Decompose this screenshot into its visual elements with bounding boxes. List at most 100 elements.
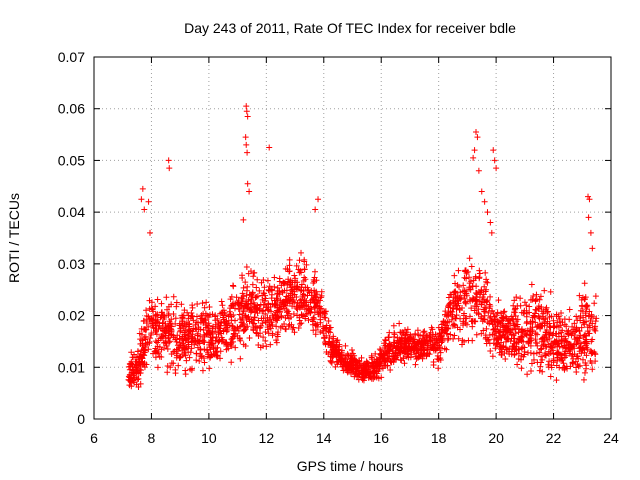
data-point (229, 301, 236, 308)
data-point (329, 341, 336, 348)
data-point (153, 325, 160, 332)
data-point (528, 360, 535, 367)
data-point (466, 255, 473, 262)
data-point (342, 342, 349, 349)
y-tick-label: 0.02 (58, 308, 85, 324)
data-point (382, 362, 389, 369)
data-point (455, 267, 462, 274)
data-point (435, 365, 442, 372)
data-point (250, 270, 257, 277)
data-point (566, 346, 573, 353)
data-point (258, 279, 265, 286)
data-point (266, 287, 273, 294)
data-point (453, 295, 460, 302)
data-point (301, 302, 308, 309)
data-point (190, 325, 197, 332)
data-point (239, 310, 246, 317)
data-point (588, 350, 595, 357)
data-point (298, 320, 305, 327)
data-point (186, 323, 193, 330)
data-point (311, 287, 318, 294)
data-point (172, 315, 179, 322)
data-point (544, 318, 551, 325)
data-point (480, 308, 487, 315)
data-point (159, 319, 166, 326)
y-axis-ticks: 0 0.01 0.02 0.03 0.04 0.05 0.06 0.07 (58, 49, 611, 427)
data-point (282, 314, 289, 321)
data-point (466, 313, 473, 320)
data-point (221, 310, 228, 317)
data-point (491, 157, 498, 164)
data-point (466, 274, 473, 281)
data-point (454, 282, 461, 289)
data-point (248, 292, 255, 299)
data-point (156, 344, 163, 351)
data-point (312, 293, 319, 300)
data-point (267, 316, 274, 323)
data-point (223, 328, 230, 335)
chart-title: Day 243 of 2011, Rate Of TEC Index for r… (184, 20, 516, 36)
data-point (268, 295, 275, 302)
data-point (580, 376, 587, 383)
data-point (537, 293, 544, 300)
data-point (576, 327, 583, 334)
data-point (491, 330, 498, 337)
data-point (147, 229, 154, 236)
data-point (253, 284, 260, 291)
data-point (269, 321, 276, 328)
data-point (204, 325, 211, 332)
data-point (154, 364, 161, 371)
data-point (251, 314, 258, 321)
data-point (146, 297, 153, 304)
data-point (397, 350, 404, 357)
data-point (165, 310, 172, 317)
data-point (203, 299, 210, 306)
data-point (424, 346, 431, 353)
data-point (239, 272, 246, 279)
data-point (523, 307, 530, 314)
data-point (142, 326, 149, 333)
data-point (181, 307, 188, 314)
data-point (241, 327, 248, 334)
data-point (355, 376, 362, 383)
data-point (494, 309, 501, 316)
data-point (288, 279, 295, 286)
data-point (200, 320, 207, 327)
data-point (542, 329, 549, 336)
data-point (261, 284, 268, 291)
data-point (538, 353, 545, 360)
data-point (501, 308, 508, 315)
data-point (541, 319, 548, 326)
data-point (310, 327, 317, 334)
data-point (423, 332, 430, 339)
data-point (455, 335, 462, 342)
data-point (468, 263, 475, 270)
data-point (577, 332, 584, 339)
data-point (244, 149, 251, 156)
data-point (286, 300, 293, 307)
data-point (125, 373, 132, 380)
data-point (334, 337, 341, 344)
data-point (588, 360, 595, 367)
data-point (176, 345, 183, 352)
data-point (282, 326, 289, 333)
data-point (240, 293, 247, 300)
data-point (493, 312, 500, 319)
y-tick-label: 0.06 (58, 101, 85, 117)
data-point (194, 332, 201, 339)
data-point (452, 315, 459, 322)
data-point (581, 296, 588, 303)
data-point (452, 298, 459, 305)
data-point (253, 293, 260, 300)
data-point (301, 258, 308, 265)
data-point (146, 338, 153, 345)
data-point (421, 328, 428, 335)
data-point (244, 113, 251, 120)
data-point (137, 370, 144, 377)
data-point (325, 351, 332, 358)
grid-lines (94, 57, 611, 419)
data-point (283, 307, 290, 314)
data-point (260, 290, 267, 297)
data-point (286, 256, 293, 263)
data-point (485, 309, 492, 316)
